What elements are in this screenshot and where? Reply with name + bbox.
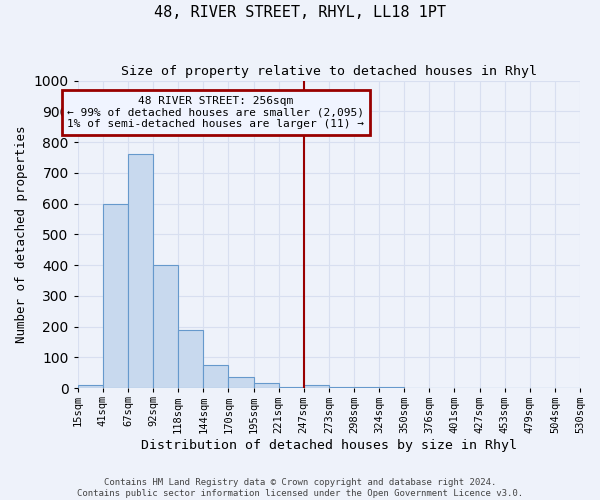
- Text: 48, RIVER STREET, RHYL, LL18 1PT: 48, RIVER STREET, RHYL, LL18 1PT: [154, 5, 446, 20]
- Bar: [278, 386, 304, 388]
- Bar: [78, 385, 103, 388]
- Bar: [354, 387, 379, 388]
- Bar: [254, 384, 278, 388]
- Bar: [128, 154, 153, 388]
- Bar: [304, 385, 329, 388]
- Title: Size of property relative to detached houses in Rhyl: Size of property relative to detached ho…: [121, 65, 537, 78]
- Text: Contains HM Land Registry data © Crown copyright and database right 2024.
Contai: Contains HM Land Registry data © Crown c…: [77, 478, 523, 498]
- Bar: [153, 265, 178, 388]
- Bar: [203, 365, 229, 388]
- Text: 48 RIVER STREET: 256sqm
← 99% of detached houses are smaller (2,095)
1% of semi-: 48 RIVER STREET: 256sqm ← 99% of detache…: [67, 96, 364, 129]
- X-axis label: Distribution of detached houses by size in Rhyl: Distribution of detached houses by size …: [141, 440, 517, 452]
- Y-axis label: Number of detached properties: Number of detached properties: [15, 126, 28, 343]
- Bar: [103, 204, 128, 388]
- Bar: [329, 386, 354, 388]
- Bar: [178, 330, 203, 388]
- Bar: [229, 378, 254, 388]
